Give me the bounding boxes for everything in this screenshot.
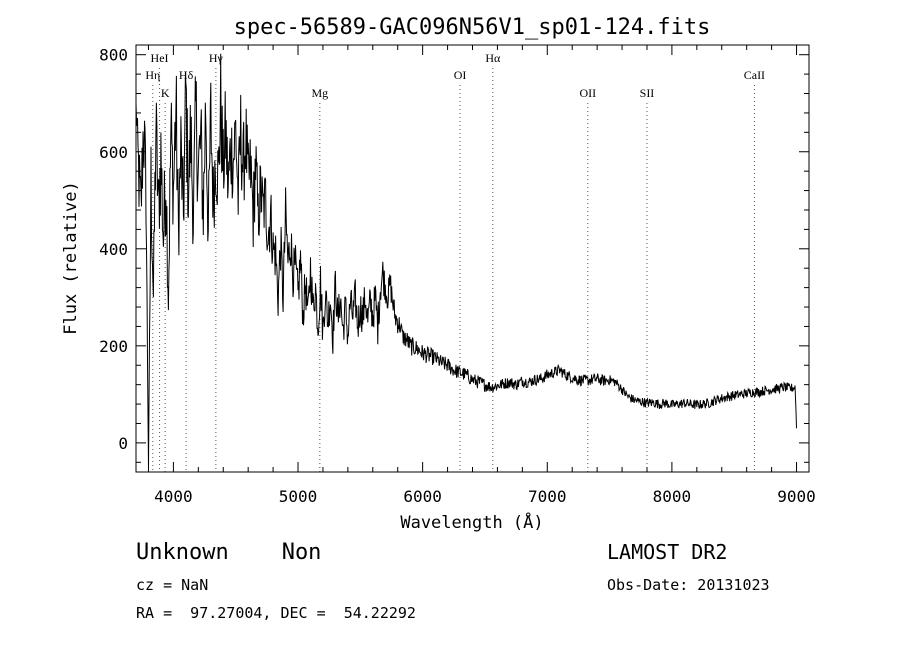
y-tick-label: 200 <box>99 337 128 356</box>
y-axis-label: Flux (relative) <box>61 181 81 335</box>
survey-label: LAMOST DR2 <box>607 540 728 564</box>
x-tick-label: 9000 <box>777 487 816 506</box>
line-marker-label: HeI <box>151 51 169 65</box>
redshift-label: cz = NaN <box>136 576 209 594</box>
obs-date-label: Obs-Date: 20131023 <box>607 576 770 594</box>
line-marker-label: Hγ <box>209 51 224 65</box>
x-tick-label: 5000 <box>279 487 318 506</box>
y-tick-label: 800 <box>99 46 128 65</box>
chart-title: spec-56589-GAC096N56V1_sp01-124.fits <box>234 15 711 40</box>
spectrum-line <box>135 53 797 468</box>
x-tick-label: 8000 <box>653 487 692 506</box>
line-marker-label: Mg <box>311 86 328 100</box>
line-marker-label: SII <box>640 86 655 100</box>
coordinates-label: RA = 97.27004, DEC = 54.22292 <box>136 604 416 622</box>
line-marker-label: OII <box>579 86 596 100</box>
spectrum-chart: spec-56589-GAC096N56V1_sp01-124.fits HeI… <box>61 15 816 533</box>
x-axis-label: Wavelength (Å) <box>400 511 543 533</box>
line-marker-label: K <box>161 86 170 100</box>
line-marker-layer: HeI HηK Hδ Hγ Mg OI Hα OII SII CaII <box>145 51 765 472</box>
x-tick-label: 7000 <box>528 487 567 506</box>
line-marker-label: Hδ <box>179 68 194 82</box>
object-class-label: Unknown Non <box>136 540 322 565</box>
line-marker-label: OI <box>454 68 467 82</box>
line-marker-label: Hα <box>485 51 501 65</box>
y-tick-label: 400 <box>99 240 128 259</box>
line-marker-label: Hη <box>145 68 160 82</box>
plot-frame <box>135 44 810 473</box>
spectrum-series-layer <box>135 53 797 468</box>
y-axis: 0 200 400 600 800 <box>99 46 809 463</box>
y-tick-label: 0 <box>118 434 128 453</box>
line-marker-label: CaII <box>744 68 765 82</box>
x-tick-label: 4000 <box>154 487 193 506</box>
x-tick-label: 6000 <box>403 487 442 506</box>
x-axis: 4000 5000 6000 7000 8000 9000 <box>147 45 816 506</box>
y-tick-label: 600 <box>99 143 128 162</box>
